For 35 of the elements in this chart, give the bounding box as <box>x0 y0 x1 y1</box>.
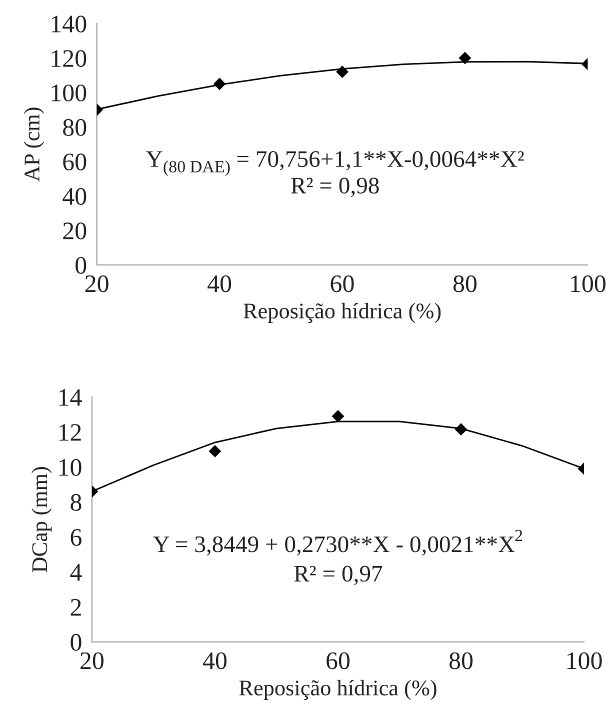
y-axis-title: AP (cm) <box>24 108 44 182</box>
x-axis-title: Reposição hídrica (%) <box>244 302 441 324</box>
y-tick-label: 4 <box>70 564 82 581</box>
x-tick-label: 80 <box>449 652 473 670</box>
x-tick-label: 80 <box>453 275 477 292</box>
x-tick-label: 40 <box>202 652 227 670</box>
y-tick-label: 8 <box>70 494 82 511</box>
x-axis-title: Reposição hídrica (%) <box>239 680 436 700</box>
point <box>454 423 468 436</box>
y-tick-label: 120 <box>52 50 86 67</box>
y-tick-label: 60 <box>63 154 86 170</box>
y-tick-label: 0 <box>70 634 82 651</box>
x-tick-label: 60 <box>326 652 350 670</box>
x-tick-label: 20 <box>85 275 108 292</box>
x-tick-label: 40 <box>208 275 232 292</box>
y-tick-label: 2 <box>70 599 81 616</box>
y-tick-label: 14 <box>59 389 82 406</box>
y-tick-label: 100 <box>52 84 86 102</box>
y-tick-label: 6 <box>70 529 82 546</box>
y-tick-label: 20 <box>63 222 86 240</box>
y-tick-label: 12 <box>59 424 81 441</box>
y-tick-label: 40 <box>62 188 86 205</box>
x-tick-label: 100 <box>567 652 602 670</box>
point <box>336 66 348 78</box>
y-tick-label: 0 <box>76 256 86 274</box>
point <box>208 445 222 458</box>
x-tick-label: 100 <box>571 275 606 292</box>
y-tick-label: 140 <box>52 16 86 32</box>
y-tick-label: 10 <box>59 459 82 476</box>
annotation: R² = 0,97 <box>294 566 382 586</box>
y-axis-title: DCap (mm) <box>32 467 52 572</box>
y-tick-label: 80 <box>63 119 86 136</box>
annotation: R² = 0,98 <box>291 178 379 197</box>
point <box>332 410 344 422</box>
x-tick-label: 60 <box>330 275 354 292</box>
